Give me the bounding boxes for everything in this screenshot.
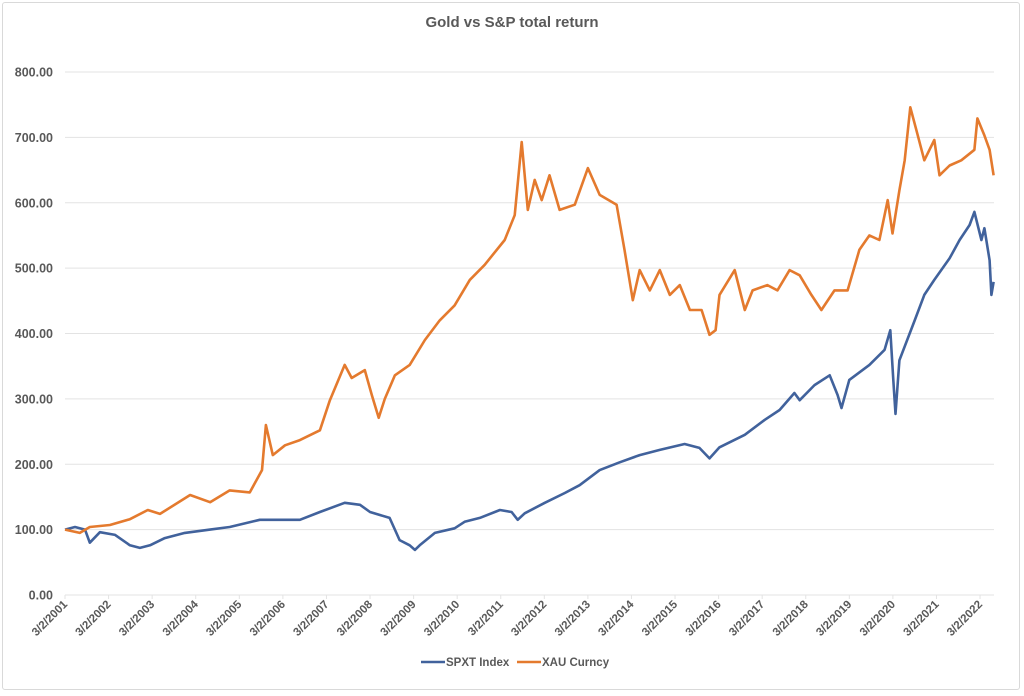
legend: SPXT Index XAU Curncy	[421, 657, 610, 669]
legend-item: SPXT Index	[421, 657, 510, 669]
y-tick-label: 500.00	[15, 262, 53, 276]
x-tick-label: 3/2/2006	[248, 599, 288, 639]
y-axis-ticks: 0.00 100.00 200.00 300.00 400.00 500.00 600.00…	[15, 66, 53, 603]
x-tick-label: 3/2/2005	[204, 598, 245, 639]
x-tick-label: 3/2/2021	[901, 598, 942, 639]
y-tick-label: 0.00	[29, 589, 53, 603]
x-tick-label: 3/2/2001	[30, 598, 71, 639]
y-tick-label: 700.00	[15, 131, 53, 145]
x-tick-label: 3/2/2022	[945, 599, 985, 639]
y-tick-label: 400.00	[15, 327, 53, 341]
x-tick-label: 3/2/2010	[422, 599, 462, 639]
x-tick-label: 3/2/2019	[814, 599, 854, 639]
y-tick-label: 600.00	[15, 196, 53, 210]
y-tick-label: 100.00	[15, 523, 53, 537]
x-tick-label: 3/2/2017	[727, 599, 767, 639]
y-tick-label: 200.00	[15, 458, 53, 472]
series-line-spxt-index	[64, 210, 995, 552]
y-tick-label: 300.00	[15, 392, 53, 406]
series-line-xau-curncy	[64, 106, 995, 535]
legend-item: XAU Curncy	[517, 657, 610, 669]
x-tick-label: 3/2/2008	[335, 598, 376, 639]
x-tick-label: 3/2/2003	[117, 599, 157, 639]
y-tick-label: 800.00	[15, 66, 53, 80]
x-tick-label: 3/2/2002	[74, 599, 114, 639]
chart-title: Gold vs S&P total return	[425, 14, 598, 31]
x-tick-label: 3/2/2015	[640, 598, 681, 639]
x-axis-ticks: 3/2/2001 3/2/2002 3/2/2003 3/2/2004 3/2/2005…	[30, 595, 985, 639]
legend-label: XAU Curncy	[542, 657, 610, 669]
x-tick-label: 3/2/2009	[379, 599, 419, 639]
x-tick-label: 3/2/2011	[466, 598, 506, 638]
gridlines	[65, 71, 994, 596]
x-tick-label: 3/2/2013	[553, 599, 593, 639]
x-tick-label: 3/2/2014	[596, 598, 637, 639]
x-tick-label: 3/2/2004	[161, 598, 202, 639]
series-lines	[64, 106, 995, 552]
legend-label: SPXT Index	[446, 657, 510, 669]
x-tick-label: 3/2/2020	[858, 599, 898, 639]
x-tick-label: 3/2/2007	[291, 599, 331, 639]
x-tick-label: 3/2/2012	[509, 599, 549, 639]
x-tick-label: 3/2/2018	[771, 598, 812, 639]
x-tick-label: 3/2/2016	[684, 599, 724, 639]
